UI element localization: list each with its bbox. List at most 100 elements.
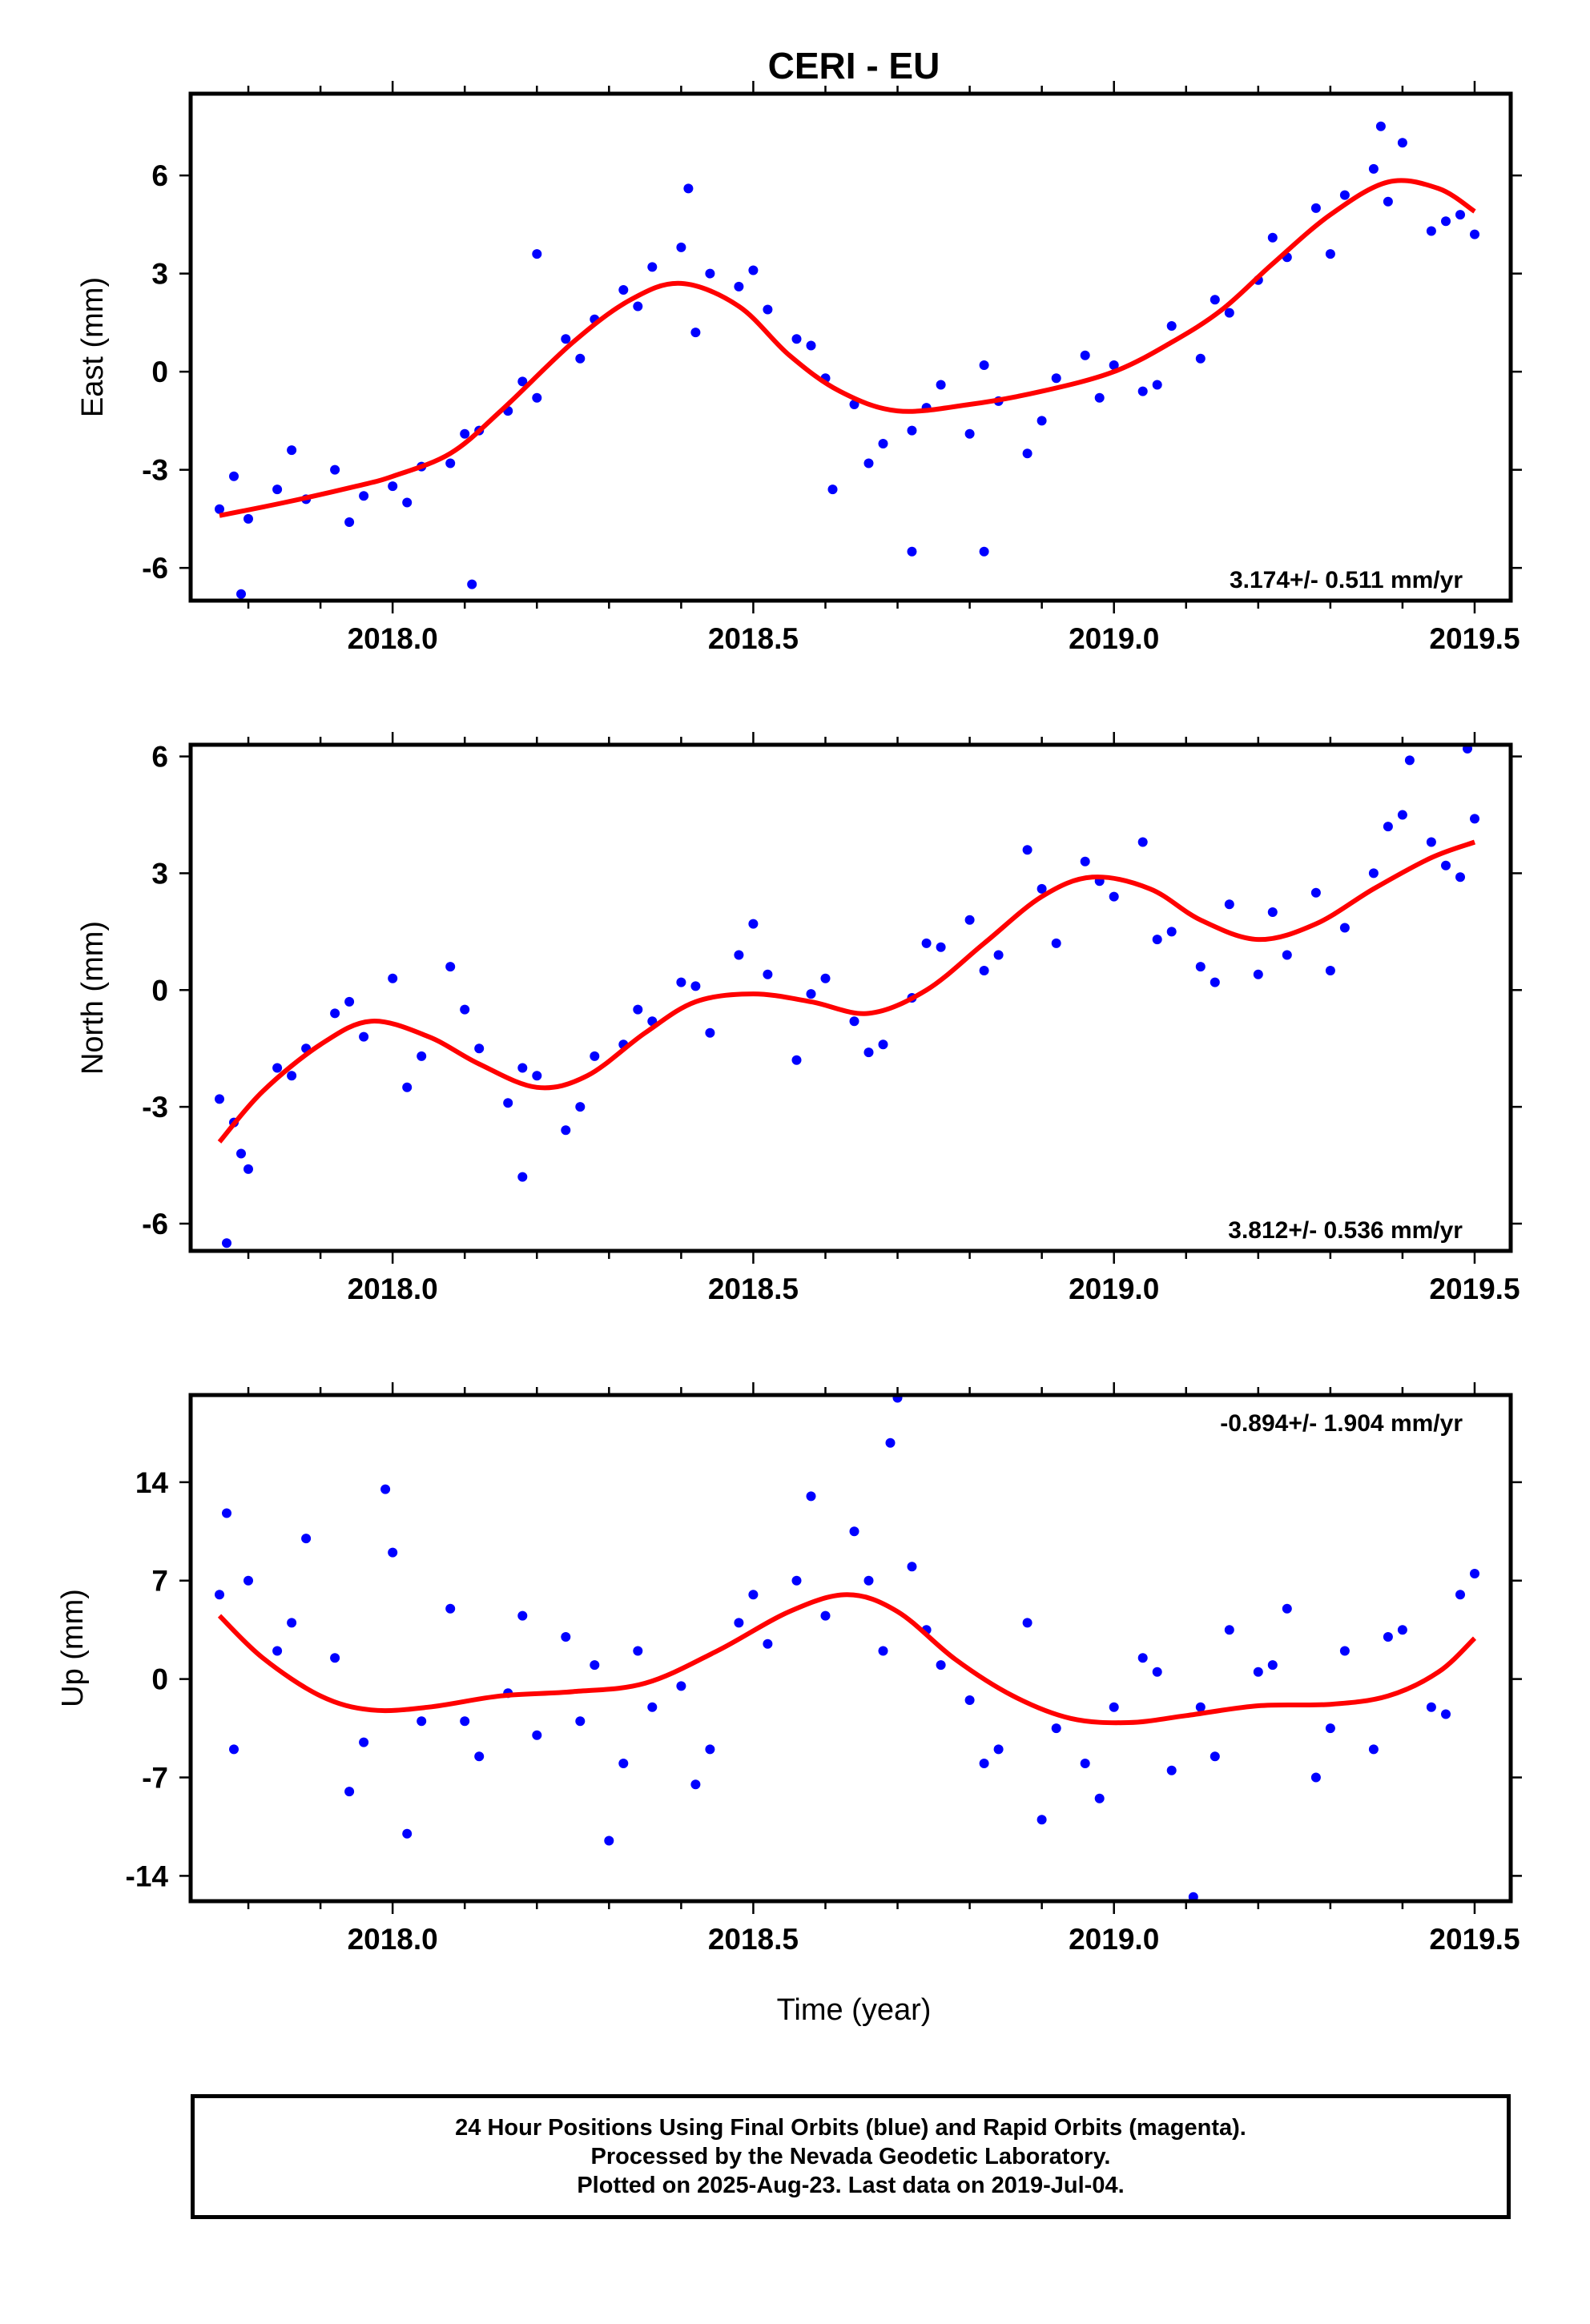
y-tick-label: 3	[151, 258, 168, 291]
data-point	[561, 1632, 571, 1642]
rate-label: 3.174+/- 0.511 mm/yr	[1230, 567, 1463, 593]
data-point	[1470, 1569, 1479, 1578]
data-point	[690, 328, 701, 338]
data-point	[388, 973, 398, 983]
x-tick-label: 2018.5	[708, 1923, 799, 1956]
data-point	[272, 1646, 283, 1656]
data-point	[806, 1491, 816, 1502]
data-point	[272, 485, 283, 495]
data-point	[1267, 232, 1278, 243]
data-point	[532, 1071, 542, 1081]
data-point	[1109, 1702, 1119, 1712]
data-point	[1404, 755, 1415, 766]
data-point	[1152, 935, 1162, 945]
data-point	[222, 1508, 231, 1518]
data-point	[330, 464, 340, 475]
data-point	[1397, 138, 1407, 148]
data-point	[1195, 353, 1206, 364]
data-point	[1253, 969, 1263, 979]
data-point	[236, 589, 246, 599]
data-point	[272, 1063, 283, 1073]
data-point	[683, 183, 694, 194]
data-point	[1441, 216, 1451, 227]
y-tick-label: -6	[142, 552, 168, 585]
chart-title: CERI - EU	[768, 45, 940, 86]
data-point	[287, 1071, 297, 1081]
data-point	[1022, 448, 1032, 459]
data-point	[1325, 249, 1335, 259]
data-point	[532, 392, 542, 403]
data-point	[590, 1051, 600, 1061]
data-point	[1210, 1751, 1220, 1762]
y-tick-label: -3	[142, 454, 168, 487]
data-point	[590, 1660, 600, 1671]
y-tick-label: -7	[142, 1762, 168, 1795]
data-point	[705, 268, 715, 279]
data-point	[517, 1172, 528, 1182]
data-point	[791, 1575, 802, 1586]
data-point	[820, 1610, 831, 1621]
x-tick-label: 2019.5	[1429, 1273, 1520, 1305]
data-point	[287, 1618, 297, 1628]
data-point	[1224, 1625, 1234, 1635]
data-point	[561, 1125, 571, 1136]
data-point	[1310, 887, 1321, 898]
data-point	[849, 1526, 859, 1537]
data-point	[330, 1653, 340, 1663]
data-point	[503, 1098, 513, 1108]
data-point	[445, 458, 456, 468]
data-point	[445, 962, 456, 972]
data-point	[388, 1547, 398, 1558]
data-point	[1310, 203, 1321, 213]
y-tick-label: -6	[142, 1208, 168, 1240]
data-point	[1051, 373, 1061, 384]
y-tick-label: -3	[142, 1091, 168, 1124]
plot-frame	[188, 742, 1513, 1253]
rate-label: 3.812+/- 0.536 mm/yr	[1228, 1217, 1463, 1244]
data-point	[791, 1055, 802, 1065]
data-point	[474, 1043, 485, 1054]
data-point	[1080, 856, 1090, 866]
data-point	[748, 265, 759, 275]
data-point	[1253, 1667, 1263, 1677]
data-point	[705, 1744, 715, 1755]
data-point	[734, 950, 744, 960]
data-point	[1397, 1625, 1407, 1635]
y-axis-label: North (mm)	[76, 921, 110, 1075]
data-point	[1375, 121, 1386, 131]
y-tick-label: 14	[135, 1466, 169, 1499]
data-point	[1166, 927, 1177, 937]
data-point	[1368, 163, 1379, 174]
data-point	[936, 380, 946, 390]
data-point	[1022, 845, 1032, 855]
data-point	[748, 1590, 759, 1600]
data-point	[517, 1063, 528, 1073]
data-point	[1310, 1772, 1321, 1783]
data-point	[979, 966, 989, 975]
data-point	[1195, 1702, 1206, 1712]
data-point	[618, 1759, 629, 1768]
data-point	[1137, 1653, 1148, 1663]
data-point	[1210, 295, 1220, 305]
data-point	[964, 1695, 975, 1705]
data-point	[1455, 872, 1465, 883]
data-point	[633, 1004, 643, 1015]
data-point	[763, 969, 773, 979]
data-point	[676, 1681, 686, 1691]
y-tick-label: 0	[151, 356, 168, 388]
x-tick-label: 2019.5	[1429, 622, 1520, 655]
data-point	[1037, 883, 1047, 894]
data-point	[344, 996, 355, 1007]
data-point	[402, 1082, 413, 1092]
data-point	[1152, 380, 1162, 390]
data-point	[1109, 891, 1119, 902]
data-point	[1383, 1632, 1393, 1642]
data-point	[763, 1638, 773, 1649]
data-point	[748, 919, 759, 929]
data-point	[532, 249, 542, 259]
data-point	[417, 1716, 427, 1727]
data-point	[359, 1737, 369, 1747]
data-point	[1455, 1590, 1465, 1600]
data-point	[1426, 837, 1436, 847]
